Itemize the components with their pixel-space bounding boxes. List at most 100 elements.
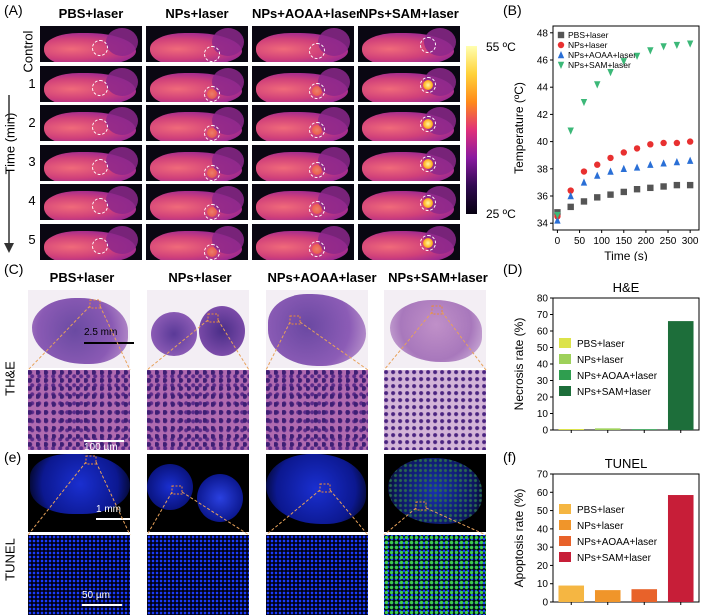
data-point	[686, 138, 694, 145]
data-point	[580, 168, 588, 175]
necrosis-chart: H&E 0 10 20 30 40 50 60 70 80 Necrosis rate (%) PBS…	[512, 280, 700, 437]
mouse-head	[106, 186, 138, 214]
thermal-image	[146, 223, 248, 260]
y-tick-label: 20	[537, 561, 549, 572]
y-tick-label: 40	[537, 137, 549, 148]
thermal-image	[40, 184, 142, 220]
chart-title: H&E	[613, 280, 640, 295]
tumor-ring	[204, 85, 220, 102]
tunel-overview-aoaa	[266, 454, 368, 532]
bar	[594, 590, 621, 602]
tunel-overview-sam	[384, 454, 486, 532]
data-point	[633, 52, 641, 60]
legend-marker	[557, 61, 565, 69]
tumor-ring	[309, 43, 325, 59]
x-tick-label: 50	[574, 236, 586, 247]
y-tick-label: 10	[537, 579, 549, 590]
tunel-zoom-aoaa	[266, 535, 368, 615]
he-overview-aoaa	[266, 290, 368, 368]
y-tick-label: 70	[537, 310, 549, 321]
y-tick-label: 60	[537, 488, 549, 499]
data-point	[554, 211, 561, 220]
he-overview-nps	[147, 290, 249, 368]
panel-label-d: (D)	[503, 261, 523, 277]
data-point	[594, 171, 601, 179]
he-header-pbs: PBS+laser	[49, 270, 115, 285]
thermal-image	[358, 223, 460, 260]
y-axis-label: Apoptosis rate (%)	[512, 489, 526, 588]
row-label-1: 1	[28, 76, 36, 91]
y-tick-label: 0	[542, 598, 548, 609]
data-point	[686, 181, 694, 189]
tumor-ring	[204, 164, 220, 181]
thermal-image	[358, 26, 460, 62]
bar	[631, 429, 658, 430]
he-zoom-aoaa	[266, 370, 368, 450]
legend-label: NPs+SAM+laser	[568, 60, 631, 70]
mouse-head	[106, 146, 138, 175]
y-tick-label: 80	[537, 294, 549, 305]
thermal-header-pbs: PBS+laser	[58, 6, 124, 21]
he-zoom-sam	[384, 370, 486, 450]
thermal-image	[358, 144, 460, 181]
data-point	[594, 161, 601, 168]
y-tick-label: 34	[537, 219, 549, 230]
thermal-header-sam: NPs+SAM+laser	[359, 6, 459, 21]
y-tick-label: 46	[537, 56, 549, 67]
legend-label: NPs+SAM+laser	[577, 387, 652, 398]
bar	[558, 585, 585, 602]
y-tick-label: 36	[537, 192, 549, 203]
thermal-image	[252, 184, 354, 220]
tunel-overview-nps	[147, 454, 249, 532]
apoptosis-chart: TUNEL 0 10 20 30 40 50 60 70 Apoptosis rate (%) PB…	[512, 456, 700, 609]
tumor-ring	[92, 79, 108, 96]
tumor-ring	[204, 46, 220, 62]
data-point	[647, 47, 654, 55]
tumor-ring	[92, 158, 108, 175]
data-point	[594, 194, 601, 201]
x-tick-label: 300	[682, 236, 699, 247]
legend-label: NPs+laser	[568, 40, 608, 50]
thermal-image	[358, 105, 460, 141]
tumor-ring	[204, 125, 220, 141]
scale-bar-he-top	[84, 342, 134, 344]
row-label-3: 3	[28, 154, 36, 169]
he-zoom-nps	[147, 370, 249, 450]
scale-bar-he-top-label: 2.5 mm	[84, 327, 118, 338]
x-axis-label: Time (s)	[604, 249, 648, 261]
x-tick-label: 0	[555, 236, 561, 247]
data-point	[620, 164, 627, 172]
mouse-head	[106, 67, 138, 96]
y-tick-label: 50	[537, 343, 549, 354]
data-point	[686, 156, 694, 164]
he-header-aoaa: NPs+AOAA+laser	[267, 270, 377, 285]
bar	[667, 321, 694, 430]
scale-bar-he-bottom	[84, 440, 124, 442]
tumor-ring	[420, 116, 436, 132]
thermal-image	[358, 184, 460, 220]
thermal-image	[358, 65, 460, 102]
time-arrow-icon	[4, 95, 14, 253]
data-point	[633, 145, 641, 152]
legend-swatch	[559, 504, 571, 514]
data-point	[607, 167, 614, 175]
legend-label: PBS+laser	[577, 505, 625, 516]
panel-label-e: (e)	[4, 449, 22, 465]
thermal-header-nps: NPs+laser	[165, 6, 229, 21]
tunel-zoom-pbs	[28, 535, 130, 615]
data-point	[567, 187, 574, 194]
data-point	[567, 203, 574, 211]
data-point	[554, 216, 561, 224]
data-point	[620, 149, 627, 156]
legend-label: NPs+AOAA+laser	[577, 371, 658, 382]
thermal-image	[40, 26, 142, 62]
y-tick-label: 60	[537, 327, 549, 338]
he-header-nps: NPs+laser	[168, 270, 232, 285]
tunel-overview-pbs	[28, 454, 130, 532]
x-tick-label: 150	[615, 236, 632, 247]
panel-label-b: (B)	[503, 2, 522, 18]
data-point	[673, 158, 681, 166]
temperature-chart: 0 50 100 150 200 250 300 34 36 38 40 42 44 46 48 Time (…	[512, 25, 700, 261]
legend-swatch	[559, 370, 571, 380]
y-tick-label: 40	[537, 524, 549, 535]
